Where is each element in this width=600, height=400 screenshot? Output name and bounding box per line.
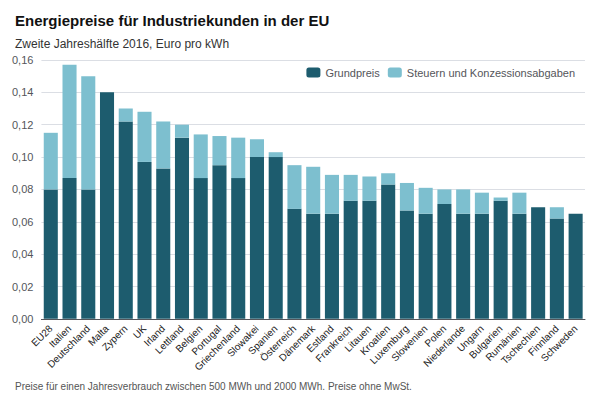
svg-text:Rumänien: Rumänien	[483, 323, 524, 363]
svg-text:UK: UK	[130, 323, 149, 341]
svg-text:Zypern: Zypern	[100, 323, 130, 353]
svg-text:0,06: 0,06	[12, 216, 33, 228]
svg-text:0,02: 0,02	[12, 281, 33, 293]
svg-text:Spanien: Spanien	[245, 323, 280, 357]
svg-text:Schweden: Schweden	[539, 323, 580, 364]
svg-text:Preise für einen Jahresverbrau: Preise für einen Jahresverbrauch zwische…	[15, 381, 412, 392]
svg-text:0,00: 0,00	[12, 313, 33, 325]
svg-text:Kroatien: Kroatien	[358, 323, 393, 358]
svg-text:Lettland: Lettland	[153, 323, 186, 356]
svg-text:Dänemark: Dänemark	[276, 323, 318, 364]
svg-text:Frankreich: Frankreich	[313, 323, 355, 365]
svg-text:Steuern und Konzessionsabgaben: Steuern und Konzessionsabgaben	[407, 67, 575, 79]
svg-text:0,12: 0,12	[12, 119, 33, 131]
svg-text:Italien: Italien	[46, 323, 74, 350]
svg-text:Bulgarien: Bulgarien	[466, 323, 505, 361]
svg-text:Griechenland: Griechenland	[192, 323, 243, 373]
svg-text:0,04: 0,04	[12, 248, 33, 260]
svg-text:Zweite Jahreshälfte 2016, Euro: Zweite Jahreshälfte 2016, Euro pro kWh	[15, 37, 229, 51]
svg-text:Malta: Malta	[85, 323, 111, 348]
svg-text:Energiepreise für Industriekun: Energiepreise für Industriekunden in der…	[15, 12, 329, 29]
svg-text:Belgien: Belgien	[173, 323, 205, 355]
svg-text:0,14: 0,14	[12, 86, 33, 98]
svg-text:Tschechien: Tschechien	[498, 323, 542, 367]
svg-text:Estland: Estland	[304, 323, 336, 355]
svg-text:Österreich: Österreich	[258, 323, 299, 364]
svg-text:Niederlande: Niederlande	[421, 323, 467, 369]
svg-text:Irland: Irland	[141, 323, 168, 349]
svg-text:Polen: Polen	[422, 323, 449, 349]
svg-text:Litauen: Litauen	[342, 323, 374, 354]
svg-text:Grundpreis: Grundpreis	[325, 67, 380, 79]
svg-text:Luxemburg: Luxemburg	[367, 323, 411, 367]
svg-text:Deutschland: Deutschland	[45, 323, 92, 370]
svg-text:Slowakei: Slowakei	[224, 323, 261, 359]
svg-text:EU28: EU28	[29, 323, 55, 349]
svg-text:Slowenien: Slowenien	[389, 323, 430, 364]
svg-text:Portugal: Portugal	[189, 323, 224, 358]
svg-text:Ungarn: Ungarn	[454, 323, 486, 354]
svg-text:0,16: 0,16	[12, 54, 33, 66]
svg-text:0,08: 0,08	[12, 183, 33, 195]
svg-text:Finnland: Finnland	[525, 323, 561, 358]
svg-text:0,10: 0,10	[12, 151, 33, 163]
